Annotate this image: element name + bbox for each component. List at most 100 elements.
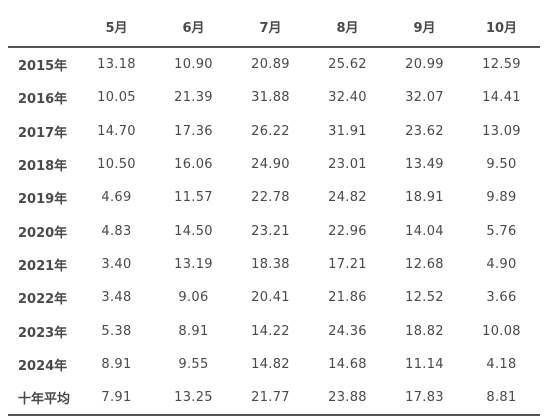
- table-cell: 21.39: [174, 90, 213, 106]
- table-row: 2023年 5.38 8.91 14.22 24.36 18.82 10.08: [8, 314, 540, 347]
- table-cell: 13.19: [174, 256, 213, 272]
- row-label: 2017年: [18, 125, 68, 141]
- table-cell: 9.55: [178, 356, 209, 372]
- table-cell: 7.91: [78, 380, 155, 417]
- table-cell: 20.89: [251, 57, 290, 73]
- table-cell: 10.05: [97, 90, 136, 106]
- table-cell: 13.18: [97, 57, 136, 73]
- data-table-container: 5月 6月 7月 8月 9月 10月 2015年 13.18 10.90 20.89 2…: [8, 6, 540, 417]
- table-cell: 21.77: [232, 380, 309, 417]
- table-cell: 31.91: [328, 123, 367, 139]
- row-label: 2019年: [18, 192, 68, 208]
- header-cell-august: 8月: [309, 6, 386, 48]
- table-cell: 14.82: [251, 356, 290, 372]
- table-cell: 10.90: [174, 57, 213, 73]
- table-cell: 5.76: [486, 223, 517, 239]
- table-cell: 4.18: [486, 356, 517, 372]
- table-cell: 32.07: [405, 90, 444, 106]
- table-cell: 14.04: [405, 223, 444, 239]
- table-cell: 12.52: [405, 290, 444, 306]
- table-cell: 16.06: [174, 157, 213, 173]
- row-label: 2018年: [18, 159, 68, 175]
- table-cell: 24.90: [251, 157, 290, 173]
- table-cell: 14.50: [174, 223, 213, 239]
- table-row: 2024年 8.91 9.55 14.82 14.68 11.14 4.18: [8, 348, 540, 381]
- table-cell: 18.91: [405, 190, 444, 206]
- table-cell: 8.91: [101, 356, 132, 372]
- table-cell: 17.36: [174, 123, 213, 139]
- table-cell: 8.91: [178, 323, 209, 339]
- table-cell: 18.82: [405, 323, 444, 339]
- table-cell: 8.81: [463, 380, 540, 417]
- table-row: 2019年 4.69 11.57 22.78 24.82 18.91 9.89: [8, 181, 540, 214]
- header-cell-july: 7月: [232, 6, 309, 48]
- header-row: 5月 6月 7月 8月 9月 10月: [8, 6, 540, 48]
- table-cell: 11.57: [174, 190, 213, 206]
- table-cell: 14.41: [482, 90, 521, 106]
- table-cell: 12.68: [405, 256, 444, 272]
- header-cell-corner: [8, 6, 78, 48]
- table-cell: 23.21: [251, 223, 290, 239]
- table-cell: 23.01: [328, 157, 367, 173]
- table-row: 2021年 3.40 13.19 18.38 17.21 12.68 4.90: [8, 248, 540, 281]
- table-cell: 23.62: [405, 123, 444, 139]
- table-cell: 21.86: [328, 290, 367, 306]
- table-cell: 3.66: [486, 290, 517, 306]
- row-label: 2021年: [18, 258, 68, 274]
- table-cell: 5.38: [101, 323, 132, 339]
- table-cell: 3.48: [101, 290, 132, 306]
- data-table: 5月 6月 7月 8月 9月 10月 2015年 13.18 10.90 20.89 2…: [8, 6, 540, 417]
- table-row: 2017年 14.70 17.36 26.22 31.91 23.62 13.09: [8, 115, 540, 148]
- table-cell: 31.88: [251, 90, 290, 106]
- table-cell: 20.41: [251, 290, 290, 306]
- table-cell: 10.50: [97, 157, 136, 173]
- table-cell: 17.21: [328, 256, 367, 272]
- table-cell: 14.68: [328, 356, 367, 372]
- table-cell: 4.69: [101, 190, 132, 206]
- table-cell: 13.09: [482, 123, 521, 139]
- row-label: 2015年: [18, 59, 68, 75]
- table-cell: 12.59: [482, 57, 521, 73]
- table-cell: 3.40: [101, 256, 132, 272]
- row-label: 2024年: [18, 358, 68, 374]
- table-cell: 10.08: [482, 323, 521, 339]
- table-cell: 24.36: [328, 323, 367, 339]
- table-cell: 11.14: [405, 356, 444, 372]
- table-cell: 26.22: [251, 123, 290, 139]
- table-row: 2022年 3.48 9.06 20.41 21.86 12.52 3.66: [8, 281, 540, 314]
- table-cell: 4.90: [486, 256, 517, 272]
- table-cell: 22.78: [251, 190, 290, 206]
- table-cell: 20.99: [405, 57, 444, 73]
- row-label: 2022年: [18, 292, 68, 308]
- header-cell-october: 10月: [463, 6, 540, 48]
- table-cell: 9.89: [486, 190, 517, 206]
- table-row: 2015年 13.18 10.90 20.89 25.62 20.99 12.59: [8, 47, 540, 81]
- row-label: 2016年: [18, 92, 68, 108]
- table-cell: 13.49: [405, 157, 444, 173]
- header-cell-may: 5月: [78, 6, 155, 48]
- table-cell: 32.40: [328, 90, 367, 106]
- average-row: 十年平均 7.91 13.25 21.77 23.88 17.83 8.81: [8, 380, 540, 417]
- table-row: 2020年 4.83 14.50 23.21 22.96 14.04 5.76: [8, 214, 540, 247]
- header-cell-june: 6月: [155, 6, 232, 48]
- row-label: 十年平均: [8, 380, 78, 417]
- table-cell: 9.50: [486, 157, 517, 173]
- table-body: 2015年 13.18 10.90 20.89 25.62 20.99 12.59 2016年…: [8, 47, 540, 417]
- table-cell: 23.88: [309, 380, 386, 417]
- table-cell: 4.83: [101, 223, 132, 239]
- table-header: 5月 6月 7月 8月 9月 10月: [8, 6, 540, 48]
- table-row: 2016年 10.05 21.39 31.88 32.40 32.07 14.41: [8, 81, 540, 114]
- table-cell: 9.06: [178, 290, 209, 306]
- table-row: 2018年 10.50 16.06 24.90 23.01 13.49 9.50: [8, 148, 540, 181]
- table-cell: 24.82: [328, 190, 367, 206]
- table-cell: 17.83: [386, 380, 463, 417]
- table-cell: 14.70: [97, 123, 136, 139]
- table-cell: 22.96: [328, 223, 367, 239]
- header-cell-september: 9月: [386, 6, 463, 48]
- table-cell: 13.25: [155, 380, 232, 417]
- table-cell: 25.62: [328, 57, 367, 73]
- table-cell: 14.22: [251, 323, 290, 339]
- row-label: 2020年: [18, 225, 68, 241]
- row-label: 2023年: [18, 325, 68, 341]
- table-cell: 18.38: [251, 256, 290, 272]
